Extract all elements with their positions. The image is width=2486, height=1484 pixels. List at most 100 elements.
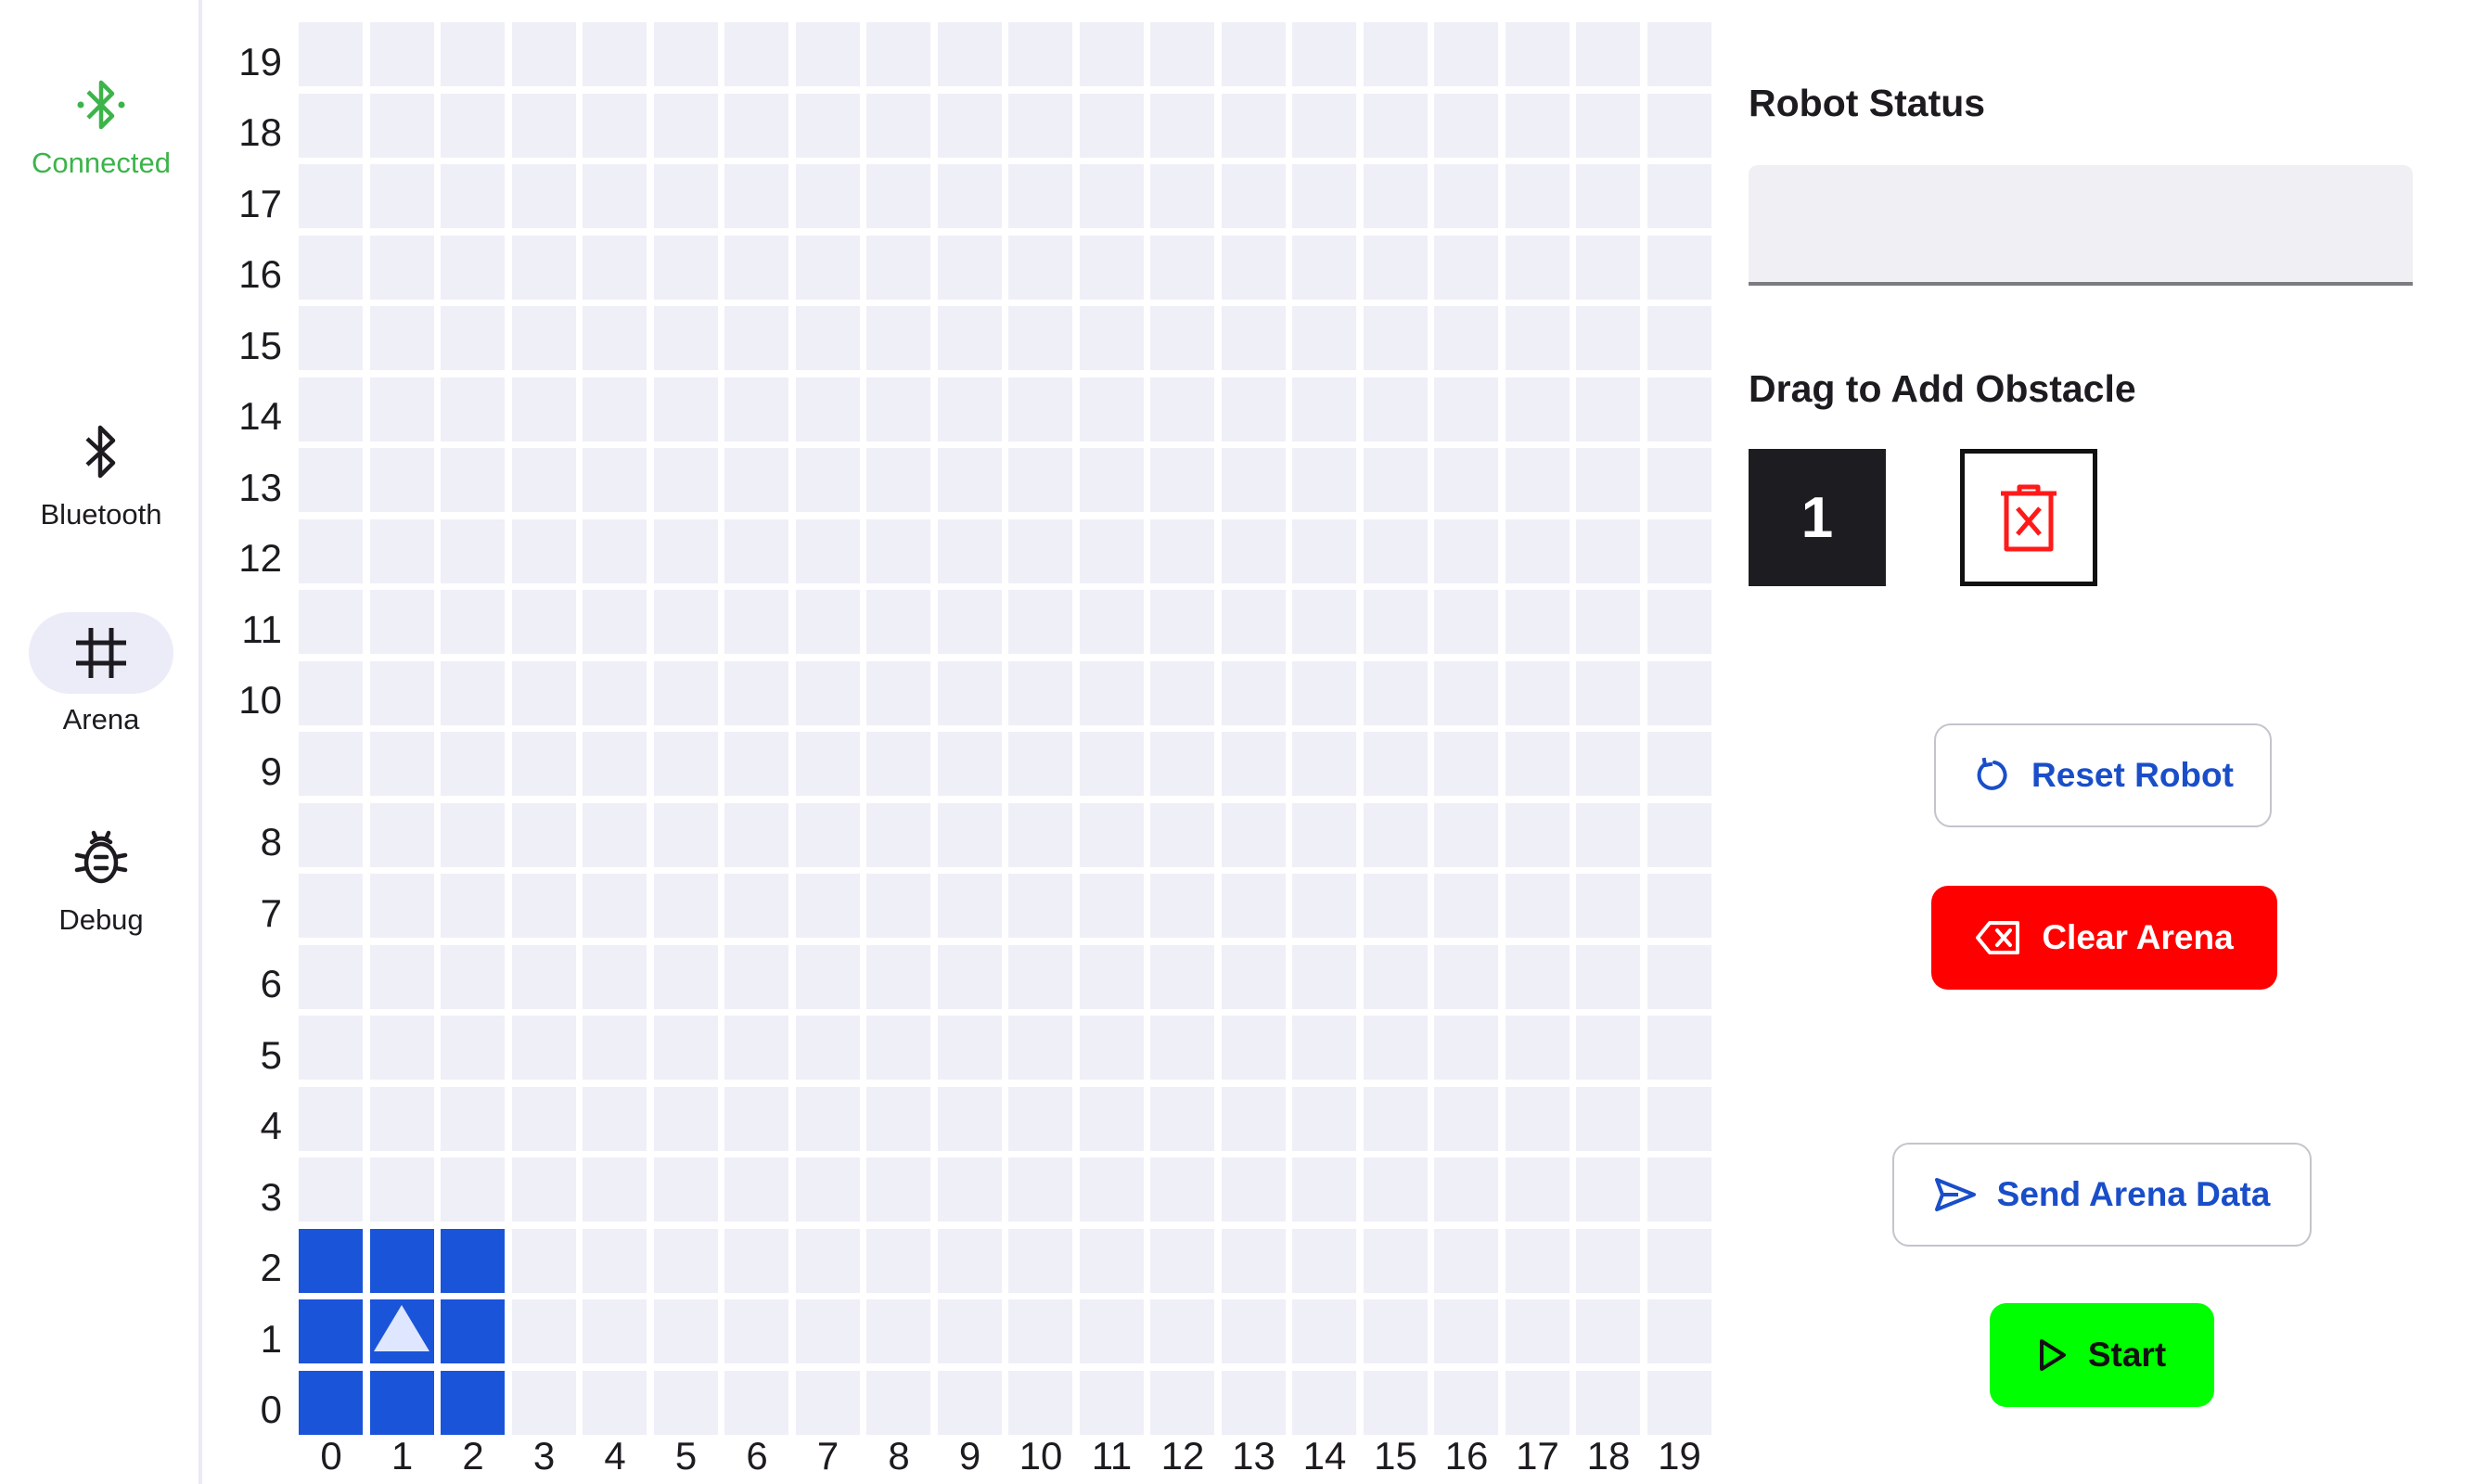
arena-cell[interactable] [441,944,505,1009]
arena-cell[interactable] [1576,306,1640,370]
arena-cell[interactable] [299,802,363,867]
arena-cell[interactable] [866,1016,930,1080]
arena-cell[interactable] [653,164,718,228]
arena-cell[interactable] [1008,377,1072,441]
arena-cell[interactable] [866,1158,930,1222]
arena-cell[interactable] [1363,660,1428,725]
arena-cell[interactable] [937,1228,1002,1293]
arena-cell[interactable] [1505,732,1570,796]
arena-cell[interactable] [1150,590,1214,654]
arena-cell[interactable] [937,944,1002,1009]
arena-cell[interactable] [1221,448,1286,512]
arena-cell[interactable] [1150,1370,1214,1435]
arena-cell[interactable] [1434,1228,1498,1293]
arena-cell[interactable] [583,164,647,228]
arena-cell[interactable] [1576,732,1640,796]
arena-cell[interactable] [583,518,647,583]
arena-cell[interactable] [653,306,718,370]
arena-cell[interactable] [511,1158,576,1222]
arena-cell[interactable] [1150,802,1214,867]
arena-cell[interactable] [1576,1086,1640,1151]
arena-cell[interactable] [369,802,434,867]
arena-cell[interactable] [1505,1370,1570,1435]
arena-cell[interactable] [1221,306,1286,370]
arena-cell[interactable] [369,377,434,441]
arena-cell[interactable] [1505,1158,1570,1222]
arena-cell[interactable] [1434,1299,1498,1363]
arena-cell[interactable] [299,944,363,1009]
arena-cell[interactable] [1647,1016,1711,1080]
arena-cell[interactable] [866,518,930,583]
arena-cell[interactable] [724,874,788,938]
arena-cell[interactable] [866,874,930,938]
arena-cell[interactable] [1150,1158,1214,1222]
arena-cell[interactable] [1576,802,1640,867]
arena-cell[interactable] [1008,944,1072,1009]
arena-cell[interactable] [937,660,1002,725]
arena-cell[interactable] [1150,1228,1214,1293]
arena-cell[interactable] [583,306,647,370]
arena-cell[interactable] [1221,235,1286,300]
arena-cell[interactable] [1647,1370,1711,1435]
arena-cell[interactable] [441,518,505,583]
nav-item-bluetooth[interactable]: Bluetooth [0,411,202,531]
arena-cell[interactable] [441,306,505,370]
arena-cell[interactable] [795,1086,860,1151]
arena-cell[interactable] [1150,874,1214,938]
nav-item-arena[interactable]: Arena [0,612,202,736]
arena-cell[interactable] [653,590,718,654]
arena-cell[interactable] [1008,1158,1072,1222]
arena-cell[interactable] [1647,448,1711,512]
robot-cell[interactable] [299,1228,363,1293]
arena-cell[interactable] [1505,660,1570,725]
arena-cell[interactable] [299,1086,363,1151]
arena-cell[interactable] [866,448,930,512]
arena-cell[interactable] [1647,1158,1711,1222]
arena-cell[interactable] [369,235,434,300]
arena-cell[interactable] [369,590,434,654]
arena-cell[interactable] [1576,1299,1640,1363]
arena-cell[interactable] [299,377,363,441]
robot-cell[interactable] [369,1228,434,1293]
arena-cell[interactable] [937,377,1002,441]
arena-cell[interactable] [653,235,718,300]
arena-cell[interactable] [1576,1228,1640,1293]
arena-cell[interactable] [1221,660,1286,725]
arena-cell[interactable] [441,448,505,512]
arena-cell[interactable] [299,1016,363,1080]
arena-cell[interactable] [299,660,363,725]
arena-cell[interactable] [1079,1228,1144,1293]
arena-cell[interactable] [1647,1086,1711,1151]
arena-cell[interactable] [1221,1086,1286,1151]
arena-cell[interactable] [795,1299,860,1363]
arena-cell[interactable] [1150,518,1214,583]
arena-cell[interactable] [1008,448,1072,512]
arena-cell[interactable] [441,590,505,654]
arena-cell[interactable] [1647,1299,1711,1363]
arena-cell[interactable] [937,93,1002,158]
arena-cell[interactable] [1647,590,1711,654]
arena-cell[interactable] [511,518,576,583]
arena-cell[interactable] [583,377,647,441]
arena-cell[interactable] [1647,874,1711,938]
arena-cell[interactable] [511,1016,576,1080]
arena-cell[interactable] [1221,518,1286,583]
arena-cell[interactable] [1505,1016,1570,1080]
arena-cell[interactable] [937,448,1002,512]
arena-cell[interactable] [1363,1086,1428,1151]
arena-cell[interactable] [1008,1016,1072,1080]
arena-cell[interactable] [1434,1016,1498,1080]
arena-cell[interactable] [1363,1016,1428,1080]
arena-cell[interactable] [441,874,505,938]
arena-cell[interactable] [1079,1086,1144,1151]
arena-cell[interactable] [1647,306,1711,370]
arena-cell[interactable] [441,93,505,158]
arena-cell[interactable] [724,377,788,441]
arena-cell[interactable] [1363,518,1428,583]
arena-cell[interactable] [1150,448,1214,512]
arena-cell[interactable] [1221,93,1286,158]
arena-cell[interactable] [1292,802,1356,867]
robot-status-field[interactable] [1749,165,2413,286]
arena-cell[interactable] [511,1086,576,1151]
arena-cell[interactable] [653,22,718,86]
